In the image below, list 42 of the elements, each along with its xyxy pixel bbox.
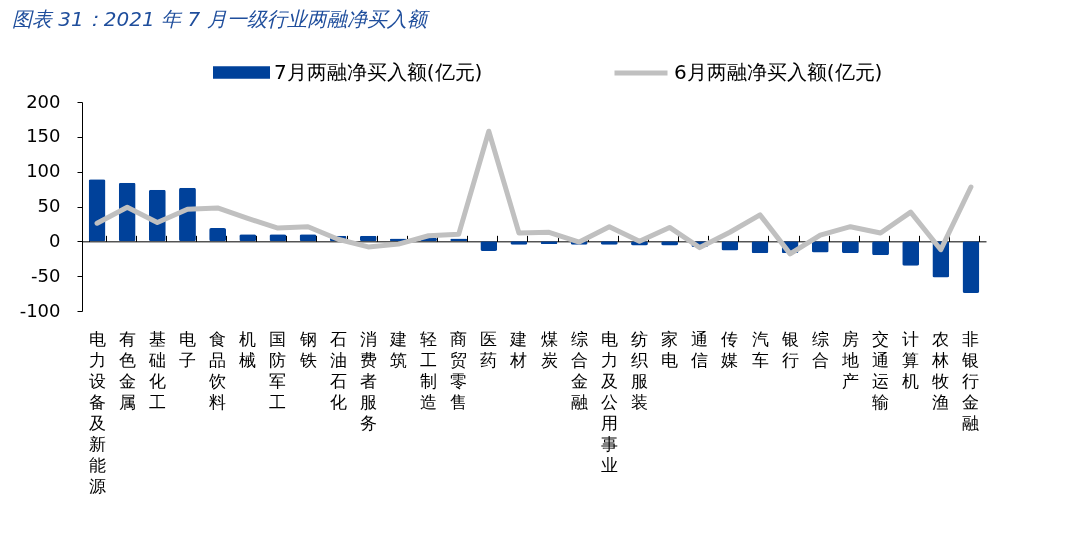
x-tick-label: 通信 — [691, 328, 709, 370]
x-tick-label: 电力设备及新能源 — [88, 328, 106, 496]
y-tick-label: -100 — [19, 299, 61, 321]
x-tick-label: 食品饮料 — [208, 328, 227, 412]
x-tick-label: 建筑 — [388, 328, 407, 370]
x-tick-label: 计算机 — [902, 328, 920, 391]
bar — [962, 241, 980, 293]
x-tick-label: 汽车 — [751, 328, 769, 370]
x-tick-label: 机械 — [239, 328, 257, 370]
x-tick-label: 有色金属 — [118, 328, 136, 412]
x-tick-label: 消费者服务 — [359, 328, 377, 433]
y-tick-label: 150 — [26, 125, 61, 147]
x-tick-label: 电子 — [178, 328, 196, 370]
x-tick-label: 建材 — [509, 328, 528, 370]
x-tick-label: 交通运输 — [872, 328, 890, 412]
x-tick-label: 石油石化 — [329, 328, 347, 412]
bar — [209, 228, 227, 242]
x-tick-label: 轻工制造 — [420, 328, 438, 412]
y-tick-label: 0 — [49, 229, 61, 251]
y-tick-label: 50 — [37, 195, 61, 216]
y-tick-label: -50 — [31, 264, 61, 286]
legend-label: 6月两融净买入额(亿元) — [674, 60, 883, 84]
x-tick-label: 商贸零售 — [450, 328, 468, 412]
x-tick-label: 医药 — [480, 328, 498, 370]
x-tick-label: 纺织服装 — [630, 328, 648, 412]
x-tick-label: 房地产 — [840, 328, 859, 391]
x-tick-label: 农林牧渔 — [931, 328, 950, 412]
x-tick-label: 电力及公用事业 — [600, 328, 618, 475]
x-tick-label: 综合金融 — [570, 328, 588, 412]
x-tick-label: 银行 — [780, 328, 799, 370]
x-tick-label: 国防军工 — [269, 328, 287, 412]
chart-title: 图表 31：2021 年 7 月一级行业两融净买入额 — [12, 7, 430, 31]
x-tick-label: 基础化工 — [147, 328, 166, 412]
x-tick-label: 煤炭 — [540, 328, 558, 370]
x-tick-label: 家电 — [661, 328, 679, 370]
x-tick-label: 传媒 — [721, 328, 739, 370]
y-tick-label: 100 — [26, 160, 61, 182]
x-tick-label: 非银行金融 — [961, 328, 980, 433]
x-tick-label: 综合 — [811, 328, 829, 370]
y-tick-label: 200 — [26, 90, 61, 112]
legend-label: 7月两融净买入额(亿元) — [274, 59, 483, 84]
x-tick-label: 钢铁 — [298, 328, 317, 370]
